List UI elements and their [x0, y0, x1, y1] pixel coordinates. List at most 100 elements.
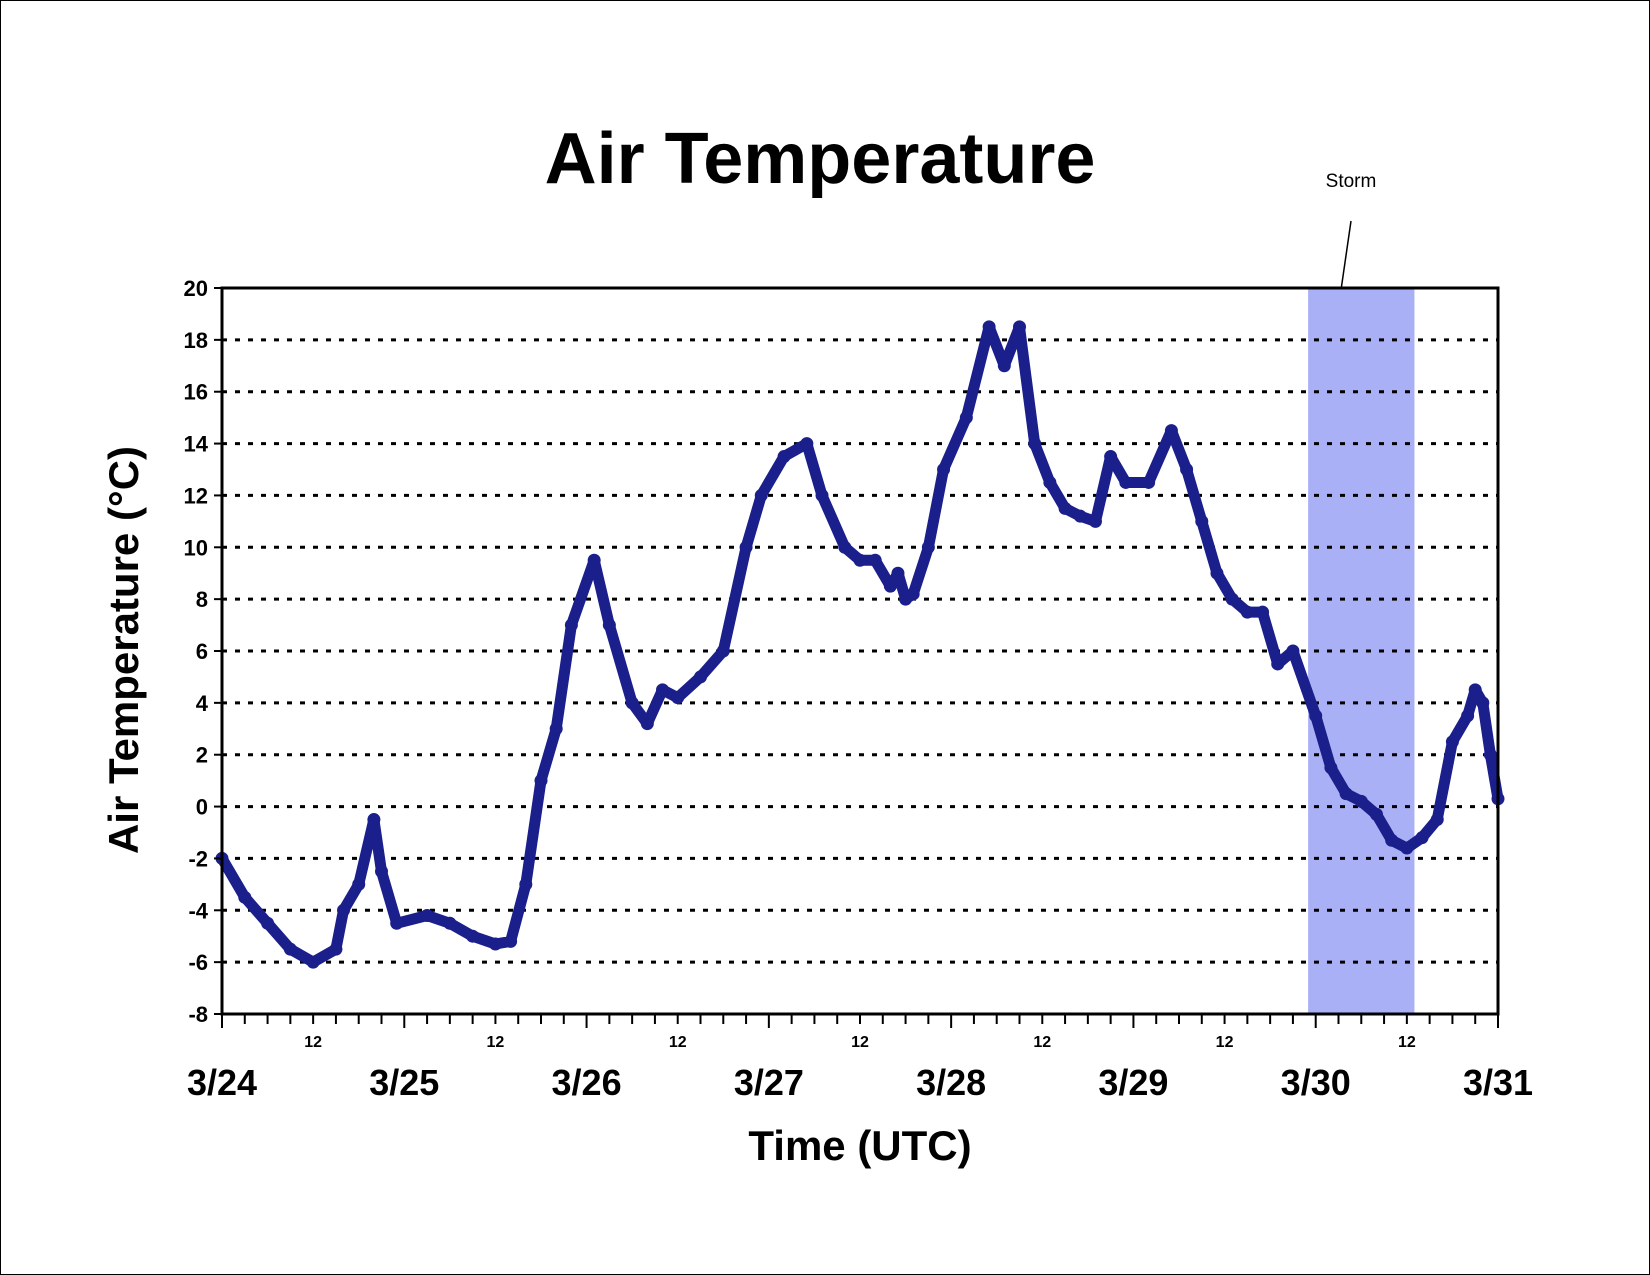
temperature-point — [671, 691, 685, 705]
x-day-label: 3/31 — [1463, 1062, 1533, 1103]
temperature-point — [1142, 475, 1156, 489]
x-day-label: 3/24 — [187, 1062, 257, 1103]
temperature-point — [367, 813, 381, 827]
temperature-point — [375, 864, 388, 878]
y-axis-label: Air Temperature (°C) — [100, 446, 147, 854]
temperature-point — [534, 774, 548, 788]
temperature-point — [739, 540, 753, 554]
temperature-point — [640, 717, 654, 731]
x-minor-tick-label: 12 — [304, 1034, 322, 1051]
y-tick-label: -4 — [188, 898, 208, 923]
y-tick-label: 2 — [196, 743, 208, 768]
x-day-label: 3/30 — [1281, 1062, 1351, 1103]
y-tick-label: 10 — [184, 535, 208, 560]
temperature-point — [1309, 709, 1323, 723]
temperature-point — [261, 916, 275, 930]
temperature-point — [891, 566, 905, 580]
temperature-point — [283, 942, 297, 956]
temperature-point — [997, 359, 1011, 373]
temperature-point — [564, 618, 578, 632]
x-minor-tick-label: 12 — [1398, 1034, 1416, 1051]
temperature-point — [1483, 748, 1497, 762]
temperature-point — [959, 411, 973, 425]
temperature-point — [1339, 787, 1353, 801]
y-tick-label: 4 — [196, 691, 209, 716]
temperature-point — [883, 579, 897, 593]
temperature-point — [1240, 605, 1254, 619]
y-tick-label: 16 — [184, 380, 208, 405]
storm-annotation-label: Storm — [1326, 171, 1377, 192]
temperature-point — [868, 553, 882, 567]
temperature-point — [1073, 509, 1087, 523]
temperature-point — [815, 488, 829, 502]
temperature-point — [1430, 813, 1444, 827]
x-minor-tick-label: 12 — [1216, 1034, 1234, 1051]
temperature-point — [1461, 709, 1475, 723]
temperature-point — [853, 553, 867, 567]
temperature-point — [1210, 566, 1224, 580]
temperature-point — [1225, 592, 1239, 606]
storm-annotation-leader — [1340, 220, 1352, 291]
x-day-label: 3/25 — [369, 1062, 439, 1103]
temperature-point — [519, 877, 533, 891]
temperature-point — [1385, 833, 1399, 847]
y-tick-label: -2 — [188, 846, 208, 871]
temperature-point — [1445, 735, 1459, 749]
y-tick-label: 14 — [184, 432, 209, 457]
temperature-point — [1256, 605, 1270, 619]
temperature-point — [329, 942, 343, 956]
temperature-point — [587, 553, 601, 567]
temperature-point — [656, 683, 670, 697]
temperature-point — [1415, 831, 1429, 845]
temperature-point — [1476, 696, 1490, 710]
temperature-point — [1180, 463, 1194, 476]
y-tick-label: 0 — [196, 795, 208, 820]
temperature-point — [602, 618, 616, 632]
temperature-point — [1468, 683, 1482, 697]
x-day-label: 3/29 — [1098, 1062, 1168, 1103]
temperature-point — [504, 934, 518, 948]
temperature-point — [337, 903, 351, 917]
y-tick-label: 12 — [184, 483, 208, 508]
storm-shaded-region — [1308, 288, 1415, 1014]
x-day-label: 3/27 — [734, 1062, 804, 1103]
temperature-point — [754, 488, 768, 502]
temperature-point — [716, 644, 730, 658]
temperature-point — [1028, 437, 1042, 451]
temperature-point — [921, 540, 935, 554]
temperature-point — [777, 450, 791, 464]
y-tick-label: 6 — [196, 639, 208, 664]
x-day-label: 3/26 — [552, 1062, 622, 1103]
temperature-point — [1088, 514, 1102, 528]
temperature-point — [1195, 514, 1209, 528]
temperature-point — [1164, 424, 1178, 438]
y-tick-label: 20 — [184, 276, 208, 301]
temperature-point — [982, 320, 996, 334]
y-tick-label: -6 — [188, 950, 208, 975]
temperature-point — [352, 877, 366, 891]
temperature-point — [1286, 644, 1300, 658]
temperature-point — [1400, 841, 1414, 855]
temperature-point — [443, 916, 457, 930]
temperature-point — [390, 916, 404, 930]
y-tick-label: 18 — [184, 328, 208, 353]
temperature-point — [694, 670, 707, 684]
temperature-point — [937, 463, 951, 476]
x-minor-tick-label: 12 — [487, 1034, 505, 1051]
x-axis-label: Time (UTC) — [748, 1122, 971, 1169]
temperature-point — [625, 696, 639, 710]
temperature-point — [906, 587, 920, 601]
temperature-point — [466, 929, 480, 943]
x-minor-tick-label: 12 — [851, 1034, 869, 1051]
temperature-point — [1369, 807, 1383, 821]
temperature-point — [1324, 761, 1338, 775]
temperature-point — [549, 722, 563, 736]
x-minor-tick-label: 12 — [669, 1034, 687, 1051]
y-tick-label: 8 — [196, 587, 208, 612]
temperature-point — [1104, 450, 1118, 464]
temperature-point — [1043, 475, 1057, 489]
x-minor-tick-label: 12 — [1033, 1034, 1051, 1051]
temperature-point — [488, 937, 502, 951]
temperature-point — [838, 540, 852, 554]
